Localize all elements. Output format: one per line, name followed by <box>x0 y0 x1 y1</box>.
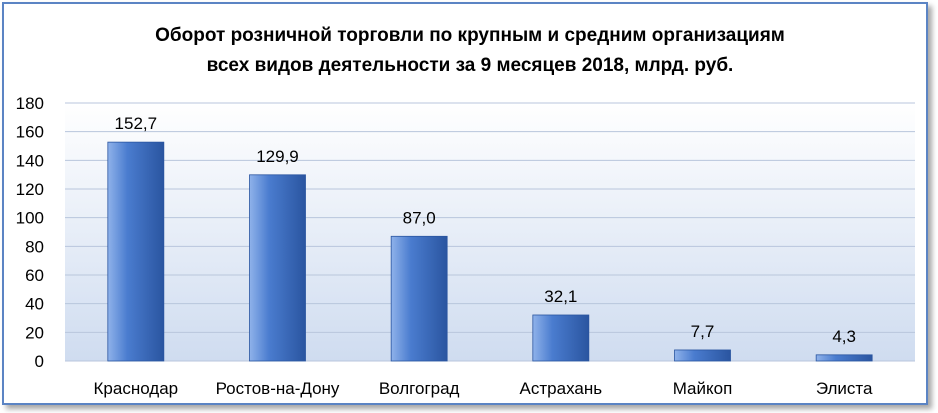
y-tick-label: 180 <box>16 94 44 113</box>
data-label-2: 87,0 <box>403 208 436 227</box>
category-label-1: Ростов-на-Дону <box>216 379 340 398</box>
y-tick-label: 120 <box>16 180 44 199</box>
y-tick-label: 60 <box>25 266 44 285</box>
data-label-0: 152,7 <box>115 114 158 133</box>
category-label-4: Майкоп <box>673 379 733 398</box>
y-axis-ticks: 0 20 40 60 80 100 120 140 160 180 <box>16 94 44 371</box>
chart-title-line-1: Оборот розничной торговли по крупным и с… <box>155 25 785 46</box>
y-tick-label: 160 <box>16 123 44 142</box>
bar-0 <box>107 141 165 362</box>
data-label-1: 129,9 <box>256 147 299 166</box>
grid-lines <box>65 102 915 362</box>
category-label-5: Элиста <box>816 379 873 398</box>
y-tick-label: 20 <box>25 323 44 342</box>
category-label-2: Волгоград <box>379 379 460 398</box>
y-tick-label: 140 <box>16 151 44 170</box>
plot-area <box>65 103 915 361</box>
bar-5 <box>815 354 873 362</box>
chart-title-line-2: всех видов деятельности за 9 месяцев 201… <box>207 55 734 76</box>
data-label-3: 32,1 <box>544 287 577 306</box>
bars <box>107 141 873 362</box>
y-tick-label: 100 <box>16 209 44 228</box>
category-label-3: Астрахань <box>520 379 603 398</box>
y-tick-label: 40 <box>25 295 44 314</box>
data-labels: 152,7 129,9 87,0 32,1 7,7 4,3 <box>115 114 856 346</box>
y-tick-label: 0 <box>35 352 44 371</box>
data-label-5: 4,3 <box>832 327 856 346</box>
bar-2 <box>390 235 448 362</box>
data-label-4: 7,7 <box>691 322 715 341</box>
bar-3 <box>532 314 590 362</box>
bar-1 <box>249 174 306 362</box>
category-labels: Краснодар Ростов-на-Дону Волгоград Астрахан… <box>94 379 873 398</box>
y-tick-label: 80 <box>25 237 44 256</box>
bar-4 <box>674 349 731 362</box>
category-label-0: Краснодар <box>94 379 179 398</box>
